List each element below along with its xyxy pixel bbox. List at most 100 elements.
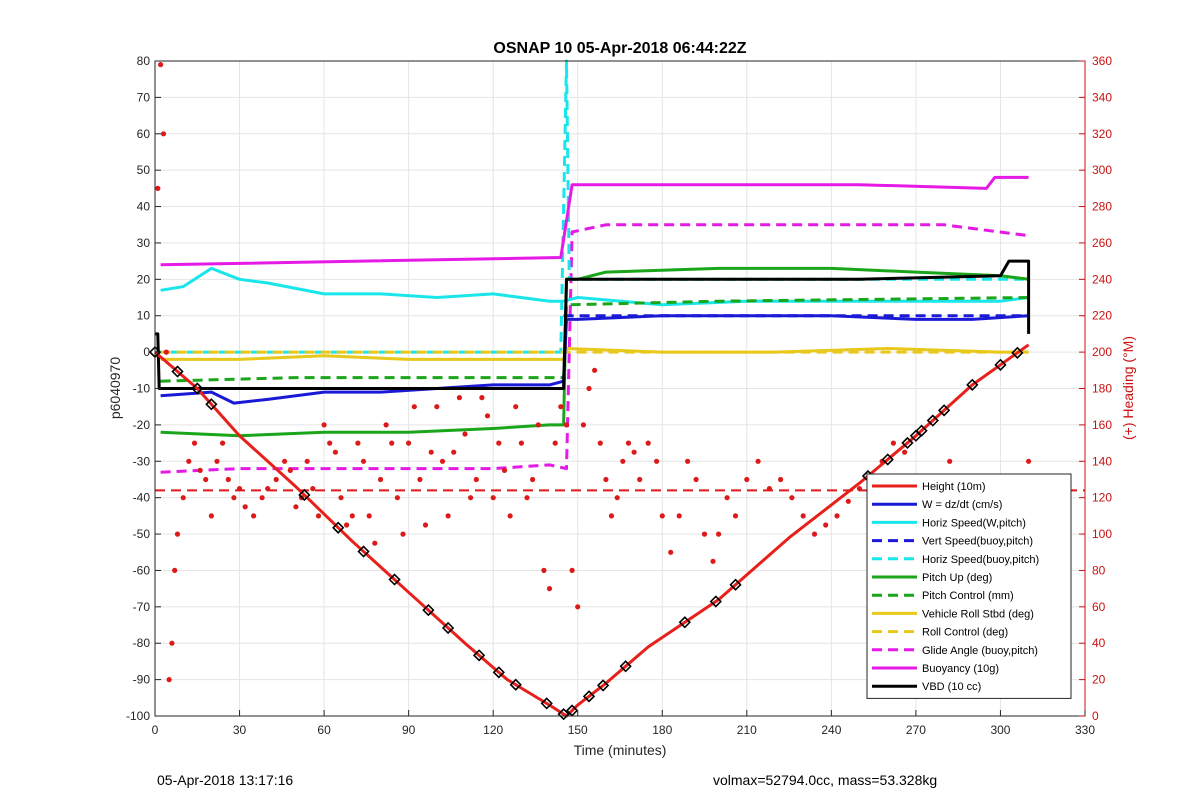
heading-point [614, 495, 620, 501]
y-tick-label: 40 [137, 200, 151, 214]
heading-point [372, 540, 378, 546]
heading-point [524, 495, 530, 501]
heading-point [631, 449, 637, 455]
y-tick-label: 50 [137, 163, 151, 177]
heading-point [445, 513, 451, 519]
y-tick-label: -10 [133, 382, 151, 396]
heading-point [586, 385, 592, 392]
height-marker [540, 697, 553, 710]
y-tick-label: -20 [133, 418, 151, 432]
heading-point [625, 440, 632, 446]
height-marker [357, 545, 370, 558]
heading-point [366, 513, 372, 519]
heading-point [155, 185, 161, 191]
y-tick-label: -60 [133, 563, 151, 577]
heading-point [172, 567, 178, 574]
heading-point [225, 476, 231, 483]
x-axis-label: Time (minutes) [574, 742, 667, 758]
y2-tick-label: 140 [1092, 454, 1112, 468]
heading-point [231, 495, 237, 501]
heading-point [541, 567, 547, 574]
legend-label: Height (10m) [922, 481, 986, 493]
heading-point [166, 677, 172, 683]
heading-point [778, 476, 784, 483]
y2-tick-label: 120 [1092, 491, 1112, 505]
heading-point [236, 486, 243, 492]
height-marker [492, 666, 505, 679]
height-marker [926, 414, 939, 427]
heading-point [1026, 458, 1032, 464]
height-marker [709, 595, 722, 608]
heading-point [377, 476, 384, 483]
heading-point [637, 476, 643, 483]
heading-point [186, 458, 192, 464]
legend: Height (10m) W = dz/dt (cm/s) Horiz Speed(… [866, 473, 1072, 699]
x-tick-label: 180 [652, 723, 672, 737]
heading-point [724, 495, 730, 501]
series-glide-angle-buoy-pitch [160, 223, 1029, 474]
legend-label: Pitch Control (mm) [922, 590, 1014, 602]
legend-label: Glide Angle (buoy,pitch) [922, 645, 1038, 657]
heading-point [484, 413, 491, 419]
y-tick-label: -50 [133, 527, 151, 541]
heading-point [208, 513, 214, 519]
heading-point [620, 458, 626, 464]
heading-point [439, 458, 446, 464]
x-tick-label: 60 [317, 723, 331, 737]
y-tick-label: 60 [137, 127, 151, 141]
heading-point [304, 458, 310, 464]
height-marker [582, 690, 596, 703]
heading-point [169, 640, 175, 646]
height-marker [205, 398, 218, 411]
y-axis-label: p6040970 [107, 357, 123, 420]
y-tick-label: -100 [126, 709, 150, 723]
height-marker [422, 603, 435, 617]
heading-point [360, 458, 367, 464]
height-marker [915, 424, 928, 437]
chart-title: OSNAP 10 05-Apr-2018 06:44:22Z [493, 40, 746, 57]
y-tick-label: -40 [133, 491, 151, 505]
heading-point [789, 495, 795, 501]
heading-point [755, 458, 761, 464]
heading-point [947, 458, 953, 464]
y-axis-right: 0 20 40 60 80 100 120 140 160 180 200 220 240 260 280 3… [1079, 54, 1112, 723]
legend-label: W = dz/dt (cm/s) [922, 499, 1002, 511]
heading-point [856, 486, 863, 492]
heading-point [597, 440, 603, 446]
x-tick-label: 90 [402, 723, 416, 737]
heading-point [479, 395, 485, 401]
y-tick-label: -70 [133, 600, 151, 614]
y-tick-label: -90 [133, 673, 151, 687]
heading-point [428, 449, 434, 455]
y-tick-label: 20 [137, 272, 151, 286]
heading-point [569, 567, 575, 574]
heading-point [315, 513, 322, 519]
heading-point [744, 476, 750, 483]
y2-tick-label: 360 [1092, 54, 1112, 68]
y2-tick-label: 100 [1092, 527, 1112, 541]
heading-point [220, 440, 226, 446]
height-marker [388, 573, 401, 586]
legend-box [866, 473, 1072, 699]
heading-point [645, 440, 651, 446]
y2-tick-label: 40 [1092, 636, 1106, 650]
heading-point [546, 586, 553, 592]
y2-tick-label: 220 [1092, 309, 1112, 323]
heading-point [845, 498, 851, 504]
heading-point [535, 422, 541, 428]
series-horiz-speed-w-pitch [160, 266, 1029, 307]
heading-point [282, 458, 288, 464]
legend-label: Vert Speed(buoy,pitch) [922, 536, 1033, 548]
heading-point [490, 495, 496, 501]
heading-point [197, 467, 203, 473]
height-marker [619, 660, 632, 673]
heading-point [355, 440, 361, 446]
x-tick-label: 240 [821, 723, 841, 737]
height-marker [191, 382, 204, 395]
series-buoyancy-10g [160, 175, 1029, 267]
x-tick-label: 270 [906, 723, 926, 737]
y-tick-label: -30 [133, 454, 151, 468]
height-marker [901, 436, 914, 450]
heading-point [406, 440, 412, 446]
